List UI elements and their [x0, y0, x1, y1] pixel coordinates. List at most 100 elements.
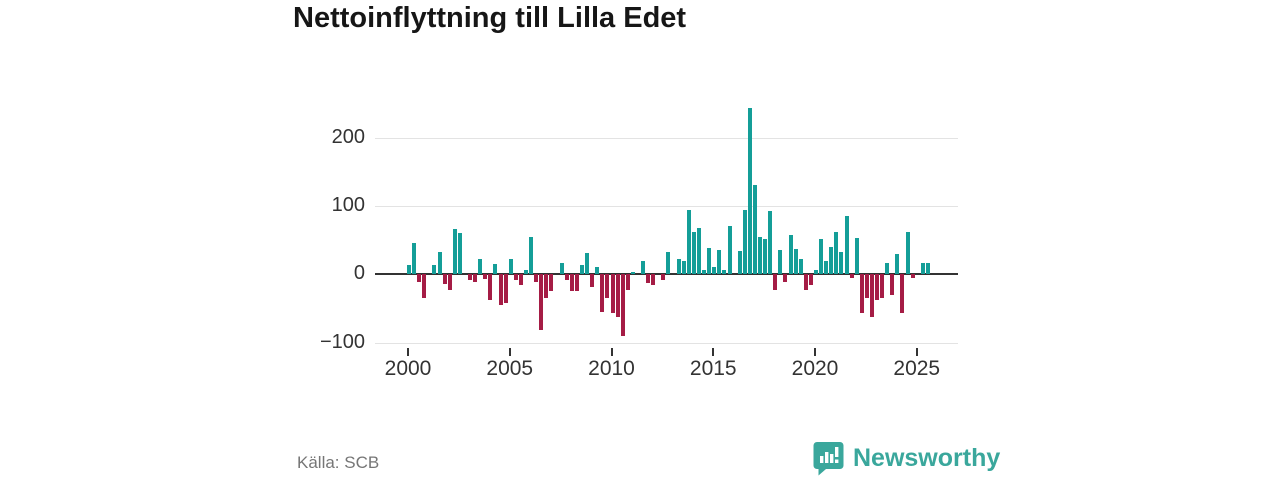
bar-negative [646, 274, 651, 284]
bar-negative [661, 274, 666, 280]
bar-positive [686, 210, 691, 275]
newsworthy-icon [813, 441, 844, 476]
bar-positive [768, 210, 773, 275]
y-axis-tick-label: −100 [319, 330, 365, 353]
bar-negative [422, 274, 427, 299]
bar-negative [773, 274, 778, 290]
bar-positive [407, 264, 411, 275]
bar-positive [691, 231, 696, 275]
bar-positive [758, 237, 763, 275]
x-axis-tick-label: 2005 [486, 357, 534, 380]
bar-positive [412, 242, 417, 275]
bar-positive [707, 248, 712, 275]
bar-positive [641, 260, 646, 275]
bar-positive [676, 259, 681, 275]
brand-name: Newsworthy [853, 444, 1001, 472]
gridline [375, 342, 958, 344]
bar-negative [518, 274, 523, 286]
bar-negative [473, 274, 478, 283]
bar-negative [549, 274, 554, 292]
bar-positive [824, 261, 829, 275]
x-axis-tick-label: 2025 [893, 357, 941, 380]
bar-negative [564, 274, 569, 280]
bar-negative [864, 274, 869, 299]
y-axis-tick-label: 0 [353, 262, 365, 285]
gridline [375, 206, 958, 207]
bar-negative [513, 274, 518, 280]
bar-negative [620, 274, 625, 337]
y-axis-tick-label: 200 [331, 125, 365, 148]
bar-negative [442, 274, 447, 284]
bar-negative [625, 274, 630, 290]
bar-positive [457, 232, 462, 275]
bar-negative [534, 274, 539, 282]
bar-positive [925, 263, 930, 275]
x-axis-tick-mark [814, 348, 816, 356]
x-axis-tick-mark [712, 348, 715, 356]
bar-positive [798, 258, 803, 275]
bar-negative [880, 274, 885, 299]
bar-negative [503, 274, 508, 303]
x-axis-tick-label: 2010 [588, 357, 635, 380]
bar-negative [859, 274, 864, 314]
bar-positive [752, 184, 757, 275]
bar-positive [829, 246, 834, 275]
bar-negative [900, 274, 905, 313]
bar-positive [595, 267, 600, 275]
bar-positive [722, 269, 727, 275]
bar-negative [600, 274, 605, 312]
bar-positive [478, 258, 483, 275]
bar-negative [803, 274, 808, 290]
bar-positive [834, 231, 839, 275]
bar-positive [819, 239, 824, 275]
bar-positive [432, 264, 437, 275]
bar-positive [814, 270, 818, 275]
bar-positive [737, 251, 742, 275]
bar-positive [793, 249, 798, 275]
bar-positive [854, 238, 859, 275]
bar-negative [615, 274, 620, 318]
bar-negative [488, 274, 493, 300]
bar-positive [778, 249, 783, 275]
bar-positive [717, 250, 722, 275]
bar-positive [666, 251, 671, 275]
bar-negative [483, 274, 488, 280]
bar-negative [849, 274, 854, 279]
x-axis-tick-mark [610, 348, 613, 356]
bar-positive [763, 238, 768, 275]
bar-positive [524, 270, 528, 275]
bar-positive [712, 267, 717, 275]
bar-positive [630, 272, 635, 275]
bar-negative [869, 274, 874, 317]
bar-positive [727, 226, 732, 275]
y-axis-tick-label: 100 [331, 194, 365, 216]
bar-negative [574, 274, 579, 292]
x-axis-tick-label: 2020 [791, 357, 839, 380]
bar-negative [651, 274, 656, 285]
bar-negative [417, 274, 422, 283]
x-axis-tick-mark [508, 348, 511, 356]
bar-positive [742, 210, 747, 275]
x-axis-tick-mark [915, 348, 918, 356]
bar-negative [447, 274, 452, 290]
bar-positive [579, 264, 584, 275]
bar-positive [696, 227, 701, 275]
x-axis-zero-line [375, 273, 958, 276]
bar-positive [895, 254, 900, 275]
bar-negative [610, 274, 615, 314]
bar-negative [468, 274, 473, 280]
bar-negative [808, 274, 813, 286]
bar-positive [437, 252, 442, 275]
bar-positive [508, 259, 513, 275]
brand-logo: Newsworthy [813, 441, 1000, 476]
bar-negative [605, 274, 610, 299]
gridline [375, 137, 958, 139]
chart-title: Nettoinflyttning till Lilla Edet [293, 2, 687, 34]
bar-positive [885, 263, 890, 275]
bar-positive [844, 216, 849, 275]
x-axis-tick-mark [407, 348, 409, 356]
bar-positive [493, 264, 498, 275]
bar-positive [452, 229, 457, 275]
